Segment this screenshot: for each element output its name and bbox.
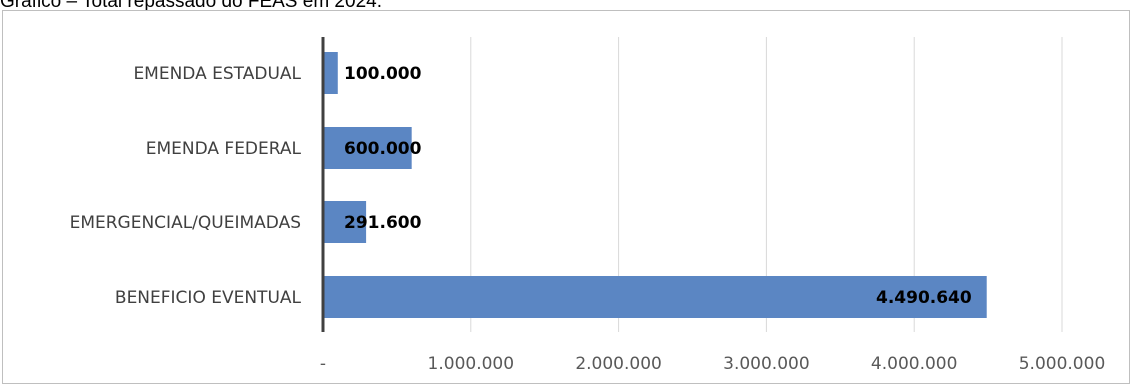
bar-1 (323, 127, 412, 169)
tick-labels: - 1.000.000 2.000.000 3.000.000 4.000.000 5.0… (320, 354, 1105, 374)
chart-frame: EMENDA ESTADUAL EMENDA FEDERAL EMERGENCIAL… (2, 10, 1130, 384)
category-labels: EMENDA ESTADUAL EMENDA FEDERAL EMERGENCIAL… (70, 64, 302, 308)
tick-label-5: 5.000.000 (1019, 354, 1106, 374)
category-label-0: EMENDA ESTADUAL (133, 64, 301, 84)
tick-label-0: - (320, 354, 326, 374)
category-label-2: EMERGENCIAL/QUEIMADAS (70, 213, 301, 233)
tick-label-4: 4.000.000 (871, 354, 958, 374)
bar-0 (323, 52, 338, 94)
bar-3 (323, 276, 987, 318)
chart-caption: Gráfico – Total repassado do FEAS em 202… (0, 0, 382, 12)
data-label-0: 100.000 (344, 64, 422, 84)
category-label-3: BENEFICIO EVENTUAL (115, 288, 302, 308)
tick-label-3: 3.000.000 (723, 354, 810, 374)
data-labels: 100.000 600.000 291.600 4.490.640 (344, 64, 972, 308)
data-label-1: 600.000 (344, 139, 422, 159)
tick-label-2: 2.000.000 (575, 354, 662, 374)
tick-label-1: 1.000.000 (428, 354, 515, 374)
data-label-3: 4.490.640 (876, 288, 972, 308)
category-label-1: EMENDA FEDERAL (146, 139, 302, 159)
bar-chart: EMENDA ESTADUAL EMENDA FEDERAL EMERGENCIAL… (70, 37, 1105, 374)
data-label-2: 291.600 (344, 213, 422, 233)
bar-2 (323, 201, 367, 243)
bars (323, 52, 987, 318)
